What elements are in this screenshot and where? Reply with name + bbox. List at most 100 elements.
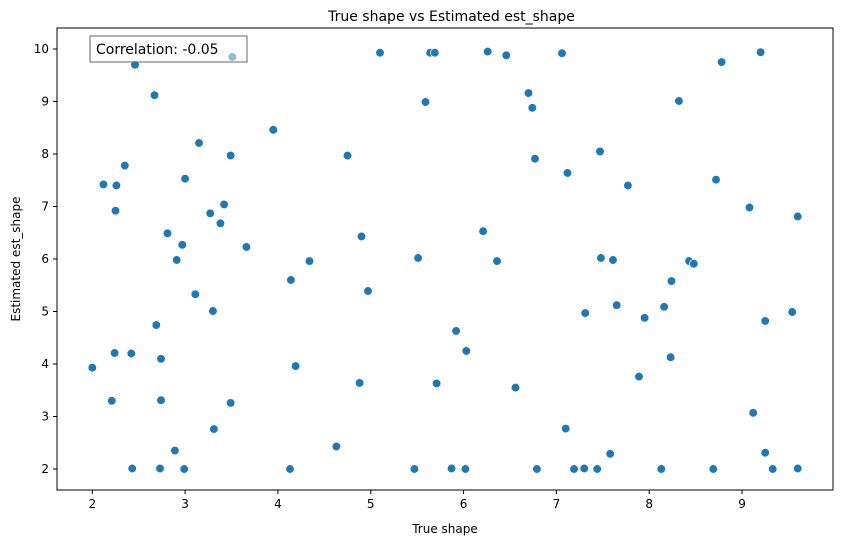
data-point — [356, 231, 367, 242]
points-layer — [87, 46, 803, 474]
data-point — [760, 316, 770, 326]
y-tick-label: 8 — [41, 147, 49, 161]
data-point — [219, 199, 229, 210]
data-point — [431, 378, 442, 389]
x-tick-label: 2 — [88, 497, 96, 511]
data-point — [420, 97, 431, 107]
data-point — [162, 228, 173, 238]
correlation-text: Correlation: -0.05 — [96, 42, 219, 58]
data-point — [446, 463, 457, 474]
data-point — [523, 88, 534, 98]
data-point — [180, 174, 190, 184]
data-point — [656, 464, 666, 474]
data-point — [492, 256, 502, 266]
x-tick-label: 3 — [181, 497, 189, 511]
data-point — [179, 464, 189, 474]
chart-title: True shape vs Estimated est_shape — [327, 9, 575, 25]
data-point — [354, 378, 365, 388]
data-point — [460, 464, 471, 474]
data-point — [596, 253, 606, 263]
data-point — [483, 46, 493, 57]
data-point — [98, 179, 109, 190]
data-point — [711, 175, 721, 185]
data-point — [768, 464, 778, 474]
data-point — [304, 256, 315, 266]
data-point — [177, 240, 187, 250]
y-tick-label: 7 — [41, 200, 49, 214]
data-point — [87, 363, 97, 373]
data-point — [409, 464, 420, 474]
data-point — [375, 48, 385, 58]
data-point — [532, 464, 542, 474]
data-point — [111, 180, 122, 191]
data-point — [127, 463, 137, 474]
correlation-annotation: Correlation: -0.05 — [89, 35, 248, 63]
data-point — [510, 382, 521, 393]
data-point — [760, 448, 770, 458]
data-point — [156, 395, 166, 405]
data-point — [430, 48, 440, 58]
data-point — [674, 96, 684, 106]
data-point — [290, 361, 301, 371]
data-point — [595, 146, 605, 157]
data-point — [639, 313, 650, 323]
data-point — [215, 218, 226, 228]
data-point — [557, 48, 567, 58]
annotation-box — [89, 35, 248, 63]
data-point — [151, 320, 161, 330]
x-tick-label: 4 — [274, 497, 282, 511]
x-tick-label: 7 — [553, 497, 561, 511]
y-axis-label: Estimated est_shape — [9, 197, 23, 322]
data-point — [120, 160, 130, 171]
data-point — [286, 275, 296, 285]
data-point — [666, 276, 677, 286]
data-point — [109, 348, 120, 358]
data-point — [580, 308, 590, 318]
x-axis-label: True shape — [411, 522, 478, 536]
data-point — [461, 346, 471, 356]
data-point — [744, 202, 755, 213]
data-point — [170, 445, 180, 456]
plot-frame — [56, 27, 834, 491]
data-point — [363, 286, 373, 296]
data-point — [755, 47, 766, 57]
data-point — [623, 180, 633, 191]
x-tick-label: 5 — [367, 497, 375, 511]
y-tick-label: 6 — [41, 252, 49, 266]
data-point — [561, 423, 571, 434]
data-point — [793, 211, 803, 222]
data-point — [530, 154, 540, 164]
y-tick-label: 4 — [41, 357, 49, 371]
y-tick-label: 3 — [41, 410, 49, 424]
data-point — [331, 441, 342, 452]
data-point — [787, 307, 797, 317]
y-tick-label: 5 — [41, 305, 49, 319]
data-point — [451, 326, 461, 336]
data-point — [562, 168, 573, 178]
data-point — [413, 253, 423, 263]
data-point — [708, 464, 718, 474]
data-point — [592, 464, 602, 474]
data-point — [665, 352, 676, 362]
data-point — [605, 449, 615, 459]
data-point — [149, 90, 160, 100]
x-tick-label: 9 — [738, 497, 746, 511]
data-point — [190, 289, 200, 299]
y-tick-label: 9 — [41, 95, 49, 109]
data-point — [172, 255, 182, 265]
data-point — [107, 396, 117, 406]
data-point — [225, 398, 236, 408]
data-point — [527, 103, 537, 113]
x-tick-label: 8 — [645, 497, 653, 511]
data-point — [208, 306, 218, 316]
data-point — [716, 57, 727, 67]
data-point — [689, 259, 699, 269]
y-tick-label: 2 — [41, 462, 49, 476]
data-point — [155, 463, 165, 474]
data-point — [285, 464, 295, 474]
data-point — [225, 150, 236, 161]
data-point — [612, 300, 622, 310]
data-point — [634, 371, 644, 382]
